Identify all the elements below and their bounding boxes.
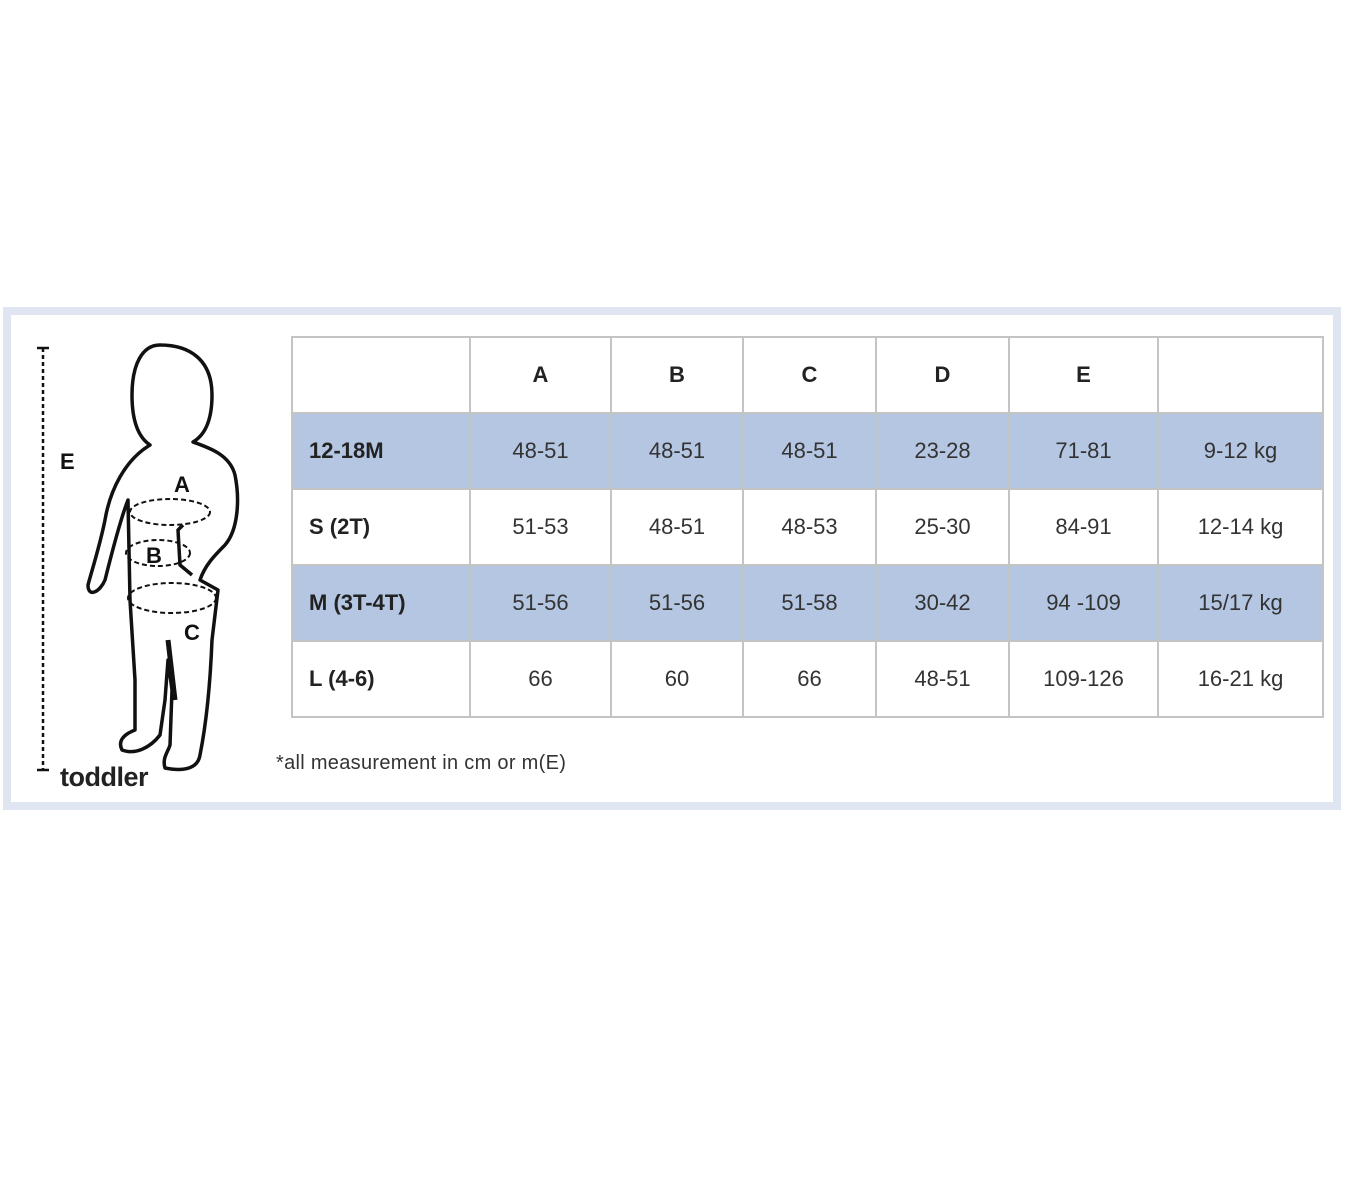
table-cell: 60 [610, 640, 744, 718]
size-label: M (3T-4T) [291, 564, 471, 642]
figure-caption: toddler [60, 762, 149, 792]
table-cell: 9-12 kg [1157, 412, 1324, 490]
column-header [1157, 336, 1324, 414]
table-cell: 51-53 [469, 488, 612, 566]
toddler-figure-illustration: E A B C [37, 343, 240, 772]
table-cell: 71-81 [1008, 412, 1159, 490]
table-row: L (4-6) 66 60 66 48-51 109-126 16-21 kg [291, 640, 1324, 718]
table-cell: 48-51 [742, 412, 877, 490]
size-label: L (4-6) [291, 640, 471, 718]
size-label: S (2T) [291, 488, 471, 566]
column-header: E [1008, 336, 1159, 414]
table-cell: 66 [742, 640, 877, 718]
table-cell: 48-51 [610, 412, 744, 490]
dimension-label-a: A [174, 472, 190, 497]
size-table: A B C D E 12-18M 48-51 48-51 48-51 23-28 71-81 9-12… [291, 336, 1324, 718]
table-cell: 109-126 [1008, 640, 1159, 718]
table-cell: 66 [469, 640, 612, 718]
table-cell: 94 -109 [1008, 564, 1159, 642]
table-cell: 51-58 [742, 564, 877, 642]
table-cell: 12-14 kg [1157, 488, 1324, 566]
table-cell: 48-51 [875, 640, 1010, 718]
table-cell: 23-28 [875, 412, 1010, 490]
table-cell: 15/17 kg [1157, 564, 1324, 642]
table-cell: 48-51 [469, 412, 612, 490]
table-cell: 51-56 [610, 564, 744, 642]
table-cell: 51-56 [469, 564, 612, 642]
table-cell: 48-53 [742, 488, 877, 566]
table-row: 12-18M 48-51 48-51 48-51 23-28 71-81 9-12 kg [291, 412, 1324, 490]
table-row: M (3T-4T) 51-56 51-56 51-58 30-42 94 -109 15/1… [291, 564, 1324, 642]
column-header: A [469, 336, 612, 414]
dimension-label-e: E [60, 449, 75, 474]
column-header: B [610, 336, 744, 414]
size-label: 12-18M [291, 412, 471, 490]
table-cell: 25-30 [875, 488, 1010, 566]
table-cell: 30-42 [875, 564, 1010, 642]
dimension-label-c: C [184, 620, 200, 645]
column-header: C [742, 336, 877, 414]
table-cell: 16-21 kg [1157, 640, 1324, 718]
column-header: D [875, 336, 1010, 414]
dimension-label-b: B [146, 543, 162, 568]
column-header [291, 336, 471, 414]
table-cell: 48-51 [610, 488, 744, 566]
measurement-note: *all measurement in cm or m(E) [276, 752, 567, 774]
table-row: S (2T) 51-53 48-51 48-53 25-30 84-91 12-14 kg [291, 488, 1324, 566]
table-cell: 84-91 [1008, 488, 1159, 566]
